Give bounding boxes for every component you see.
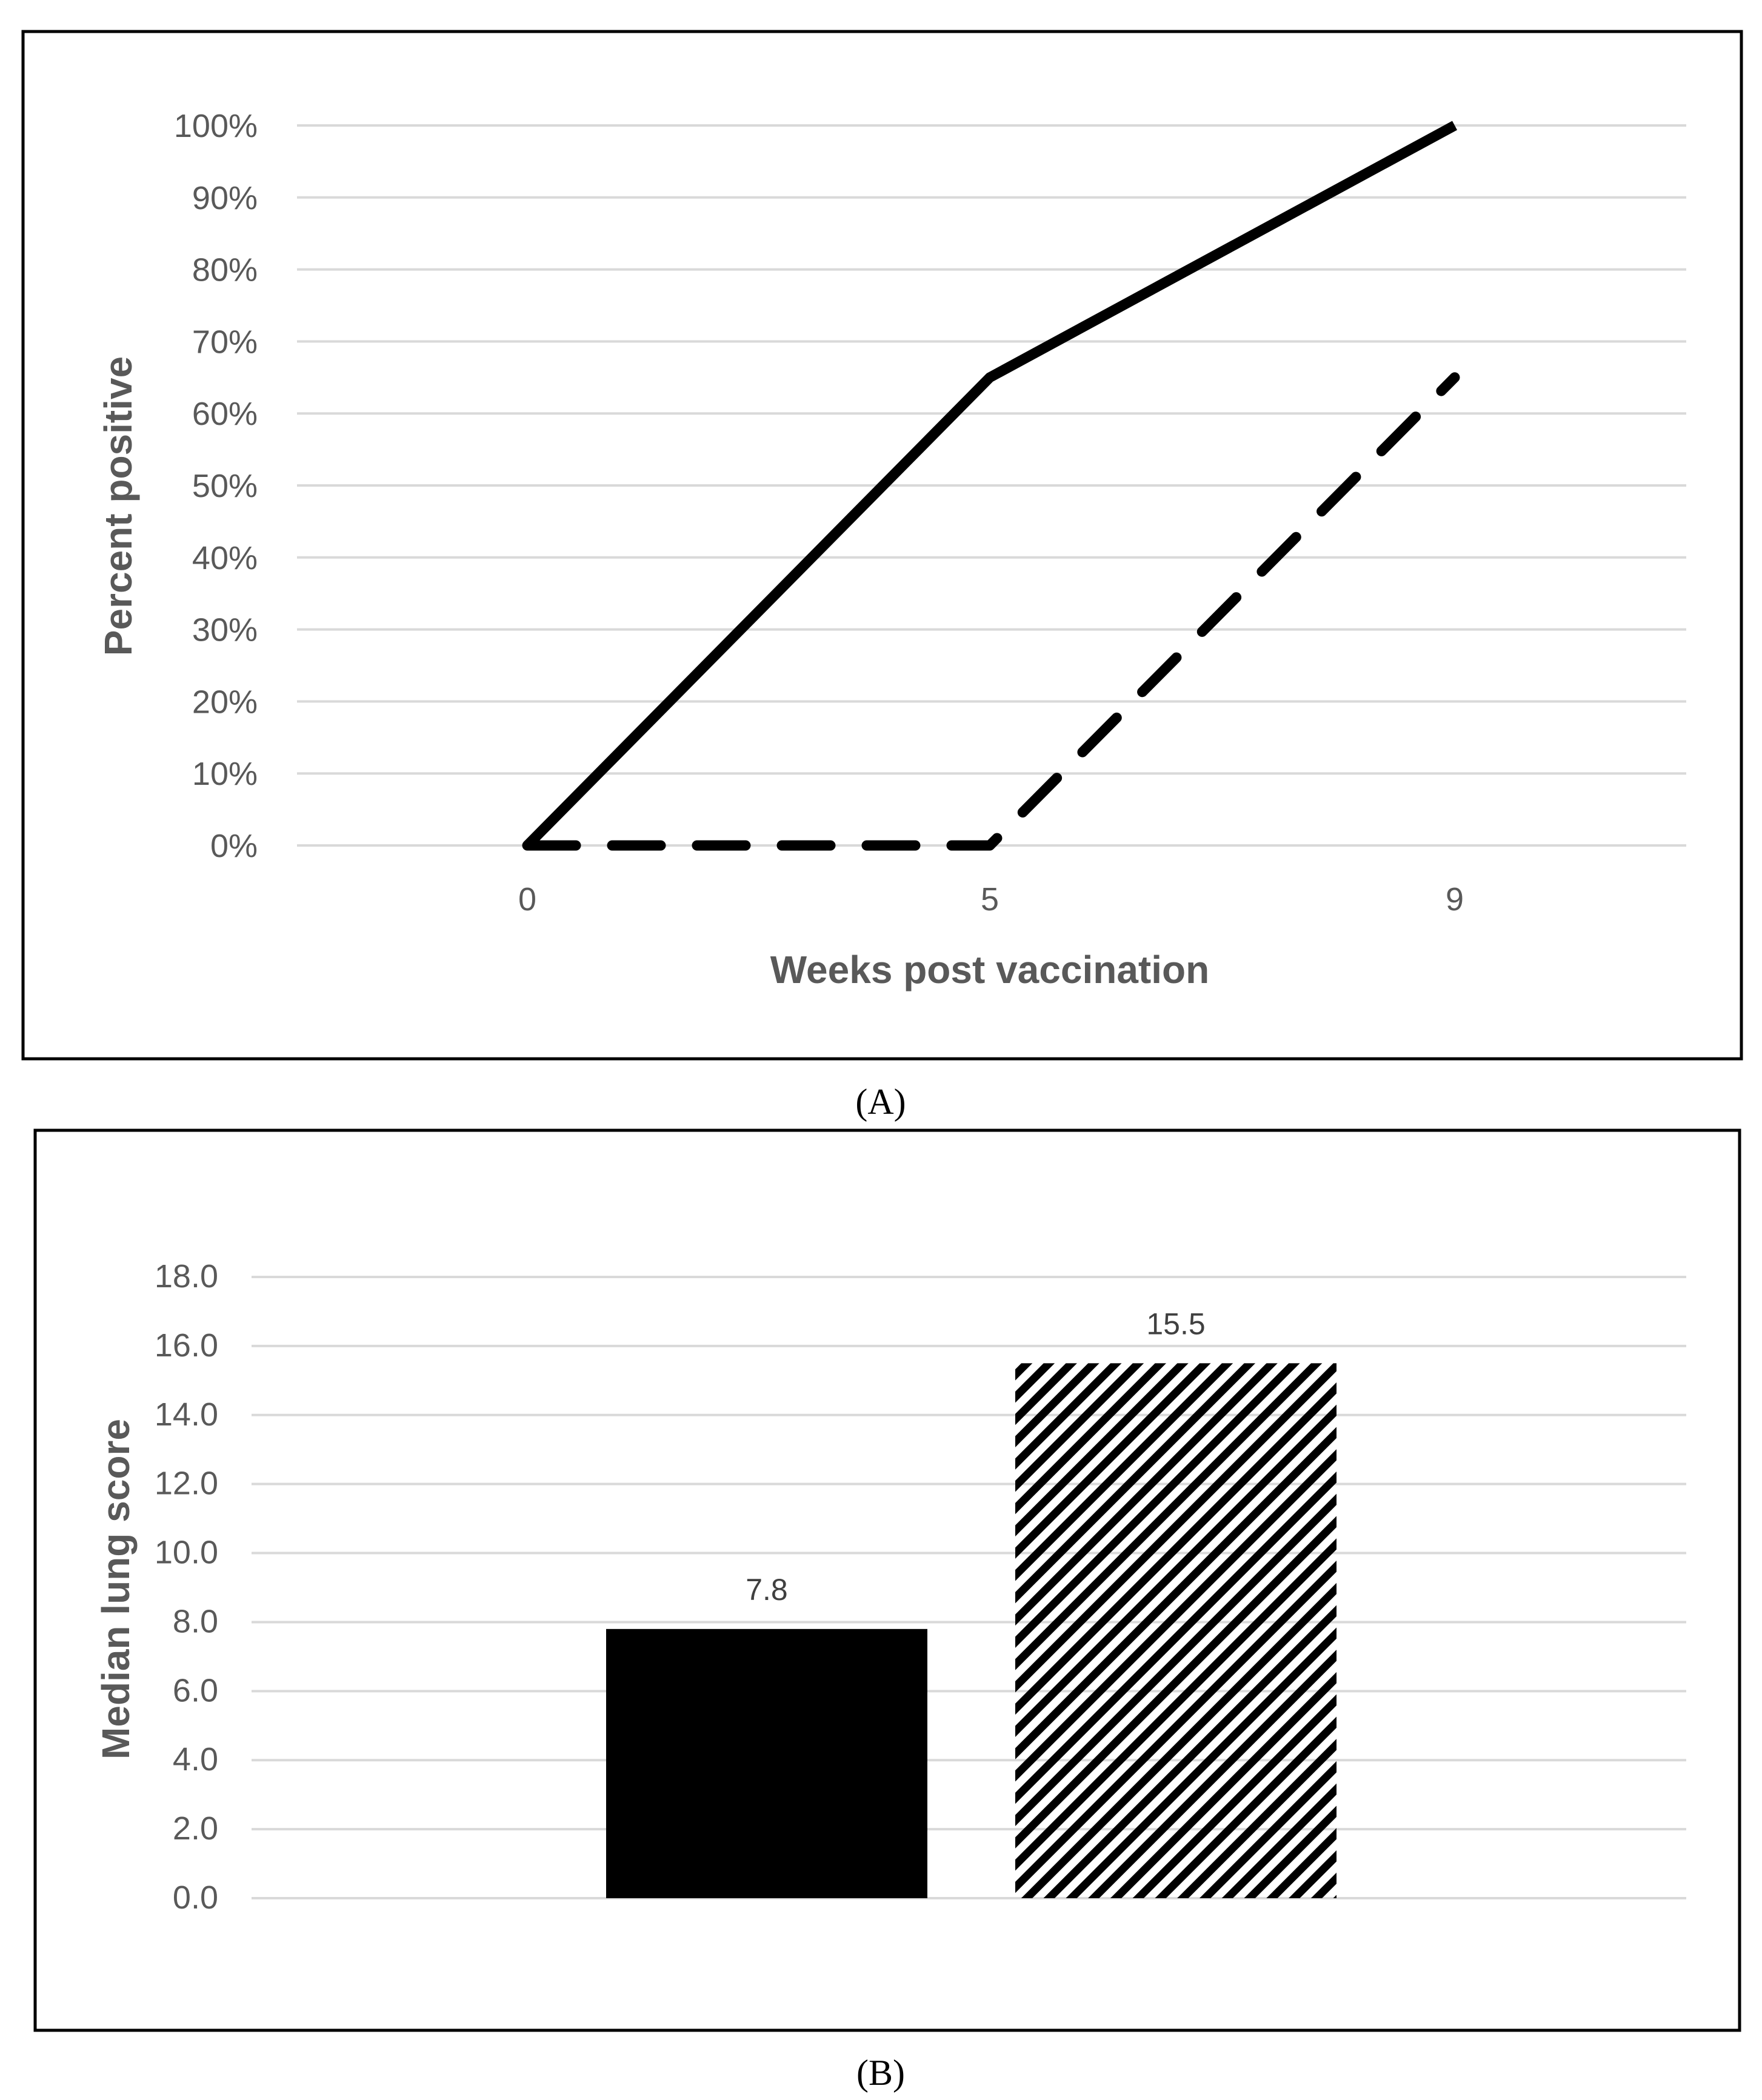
panel-a-y-tick-label: 100% [174, 108, 258, 144]
panel-b-caption: (B) [856, 2053, 905, 2093]
chart-panel-a: 0% 10% 20% 30% 40% 50% 60% 70% 80% 90% 100% 0 5 9 Pe… [21, 30, 1743, 1061]
panel-b-bar-data-label: 7.8 [746, 1573, 788, 1607]
panel-a-y-tick-label: 40% [192, 540, 258, 576]
panel-b-bar-data-label: 15.5 [1146, 1307, 1205, 1341]
panel-b-y-tick-label: 0.0 [173, 1879, 218, 1916]
panel-a-y-tick-labels: 0% 10% 20% 30% 40% 50% 60% 70% 80% 90% 100% [174, 108, 258, 864]
panel-a-caption: (A) [855, 1082, 906, 1122]
panel-b-bar-hatched [1015, 1363, 1337, 1898]
panel-b-bars [606, 1363, 1337, 1898]
panel-b-bar-solid [606, 1628, 927, 1898]
panel-a-frame [21, 30, 1743, 1061]
panel-b-y-tick-label: 12.0 [155, 1465, 218, 1502]
panel-a-y-tick-label: 90% [192, 180, 258, 216]
panel-a-y-axis-title: Percent positive [96, 356, 140, 656]
panel-a-y-tick-label: 30% [192, 612, 258, 648]
panel-a-y-tick-label: 70% [192, 324, 258, 360]
panel-b-y-tick-label: 8.0 [173, 1603, 218, 1639]
panel-a-y-tick-label: 20% [192, 684, 258, 720]
panel-b-y-tick-labels: 0.0 2.0 4.0 6.0 8.0 10.0 12.0 14.0 16.0 18.0 [155, 1258, 218, 1916]
panel-a-y-tick-label: 50% [192, 468, 258, 504]
panel-b-y-tick-label: 16.0 [155, 1327, 218, 1364]
panel-a-y-tick-label: 0% [210, 828, 258, 864]
panel-a-x-tick-labels: 0 5 9 [518, 881, 1464, 918]
panel-a-x-axis-title: Weeks post vaccination [770, 948, 1209, 992]
panel-b-y-tick-label: 2.0 [173, 1810, 218, 1847]
chart-panel-b: 0.0 2.0 4.0 6.0 8.0 10.0 12.0 14.0 16.0 18.0 7.8 1… [33, 1128, 1741, 2032]
panel-a-gridlines [297, 124, 1686, 847]
panel-b-y-tick-label: 10.0 [155, 1535, 218, 1571]
panel-b-y-axis-title: Median lung score [94, 1419, 138, 1759]
panel-b-y-tick-label: 14.0 [155, 1396, 218, 1433]
panel-a-x-tick-label: 0 [518, 881, 536, 918]
panel-b-y-tick-label: 18.0 [155, 1258, 218, 1295]
panel-a-y-tick-label: 10% [192, 756, 258, 792]
panel-b-y-tick-label: 6.0 [173, 1672, 218, 1708]
panel-a-x-tick-label: 9 [1446, 881, 1464, 918]
panel-a-series [522, 121, 1460, 851]
panel-a-y-tick-label: 80% [192, 252, 258, 288]
panel-a-y-tick-label: 60% [192, 396, 258, 432]
panel-b-gridlines [252, 1276, 1686, 1899]
panel-a-series-line-dashed [522, 372, 1460, 851]
panel-a-series-line-solid [523, 121, 1458, 849]
panel-a-x-tick-label: 5 [981, 881, 999, 918]
panel-b-y-tick-label: 4.0 [173, 1741, 218, 1778]
panel-b-data-labels: 7.8 15.5 [746, 1307, 1205, 1606]
